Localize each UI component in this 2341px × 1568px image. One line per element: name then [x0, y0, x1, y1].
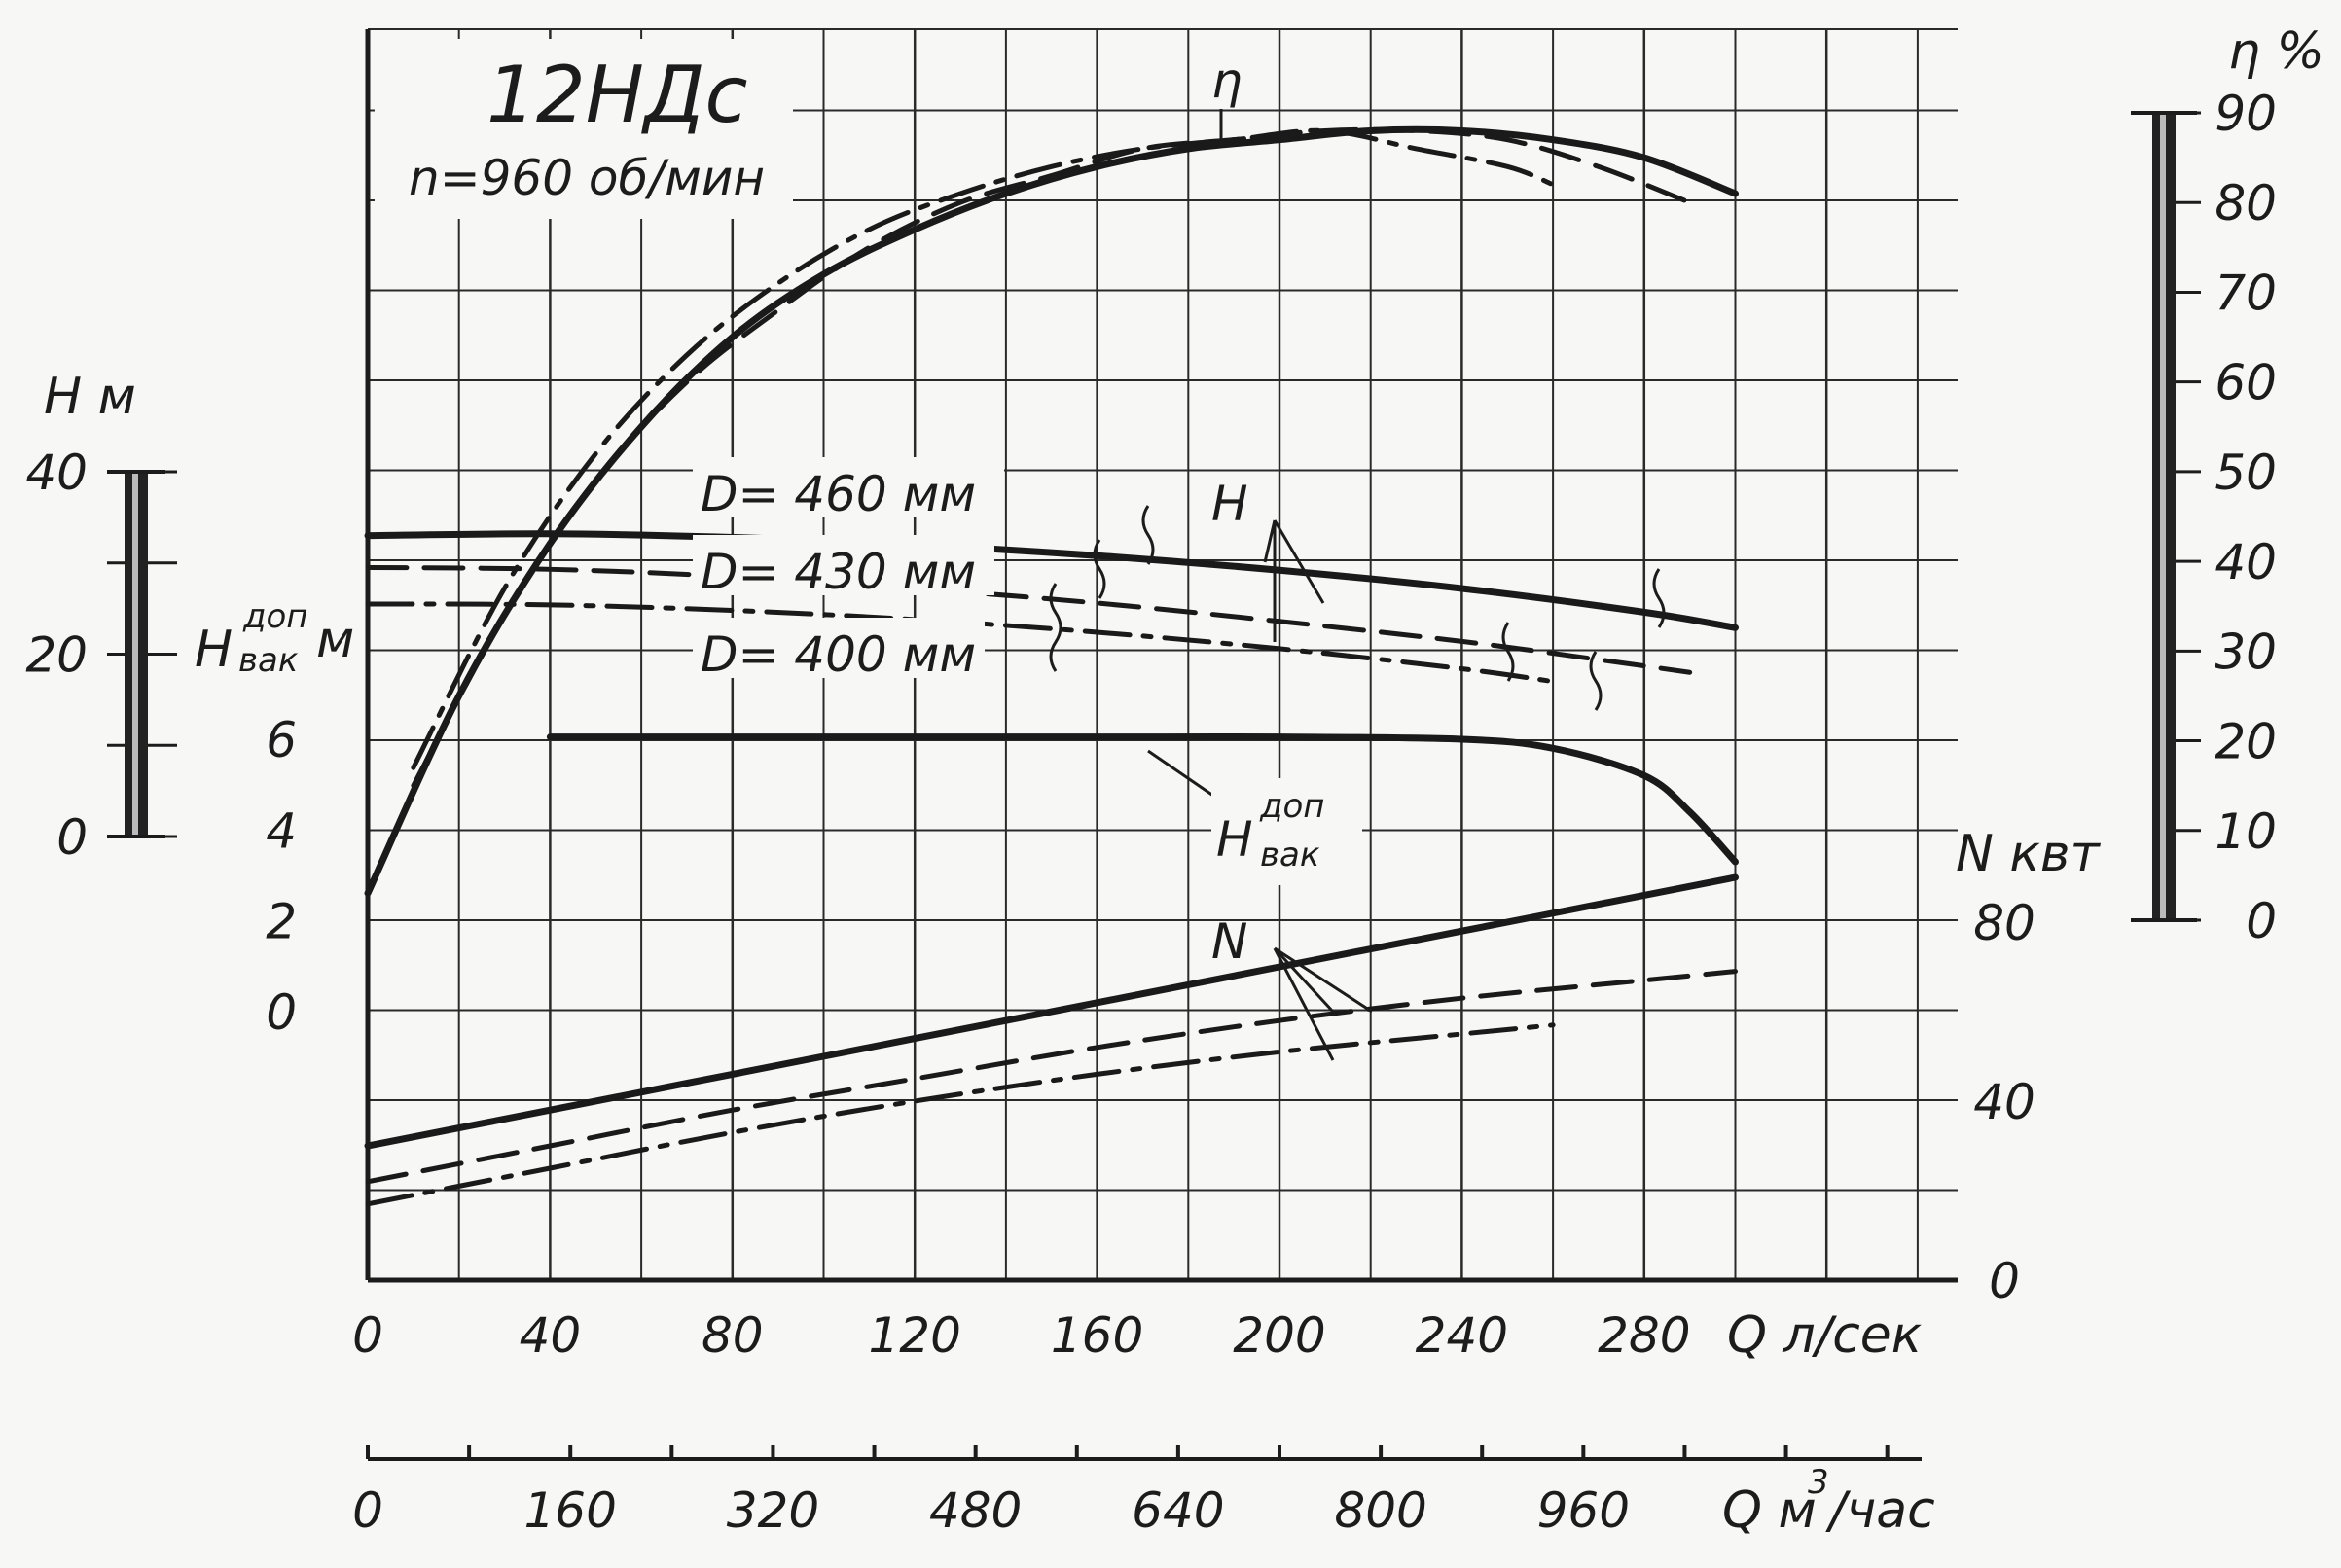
head-scale-bar-highlight [132, 472, 138, 837]
efficiency-tick-label: 20 [2215, 714, 2277, 770]
brace-1 [1093, 539, 1106, 599]
x2-axis-label-sup: 3 [1808, 1463, 1829, 1502]
vac-curve-label: Н [1216, 811, 1253, 868]
power-tick-label: 0 [1989, 1253, 2020, 1309]
x-tick-label: 120 [868, 1307, 960, 1364]
x2-axis-label: Q м [1722, 1481, 1817, 1540]
chart-series [364, 125, 1739, 1207]
head-curve-label: Н [1211, 476, 1248, 532]
vac-curve-label-sub: вак [1260, 836, 1320, 874]
chart-title: 12НДс [486, 50, 747, 140]
d460-label-bg [693, 457, 1004, 517]
x-tick-label: 80 [702, 1307, 764, 1364]
power-tick-label: 80 [1973, 895, 2035, 951]
series-head-solid-3 [364, 530, 1739, 631]
vac-tick-label: 4 [266, 802, 297, 859]
title-box [375, 39, 793, 219]
series-power-dashdot-9 [365, 1022, 1556, 1207]
power-axis-label: N квт [1956, 825, 2101, 883]
brace-6 [1652, 568, 1666, 628]
head-tick-label: 40 [25, 445, 88, 501]
series-eff-solid-0 [364, 125, 1739, 897]
brace-2 [1141, 505, 1155, 565]
h-leader-3 [1263, 519, 1277, 563]
x-tick-label: 0 [352, 1307, 383, 1364]
efficiency-tick-label: 30 [2215, 624, 2277, 680]
power-curve-label: N [1211, 913, 1247, 970]
vac-axis-label: Н [195, 621, 233, 679]
vac-axis-tick-labels: 6 4 2 0 [266, 712, 297, 1041]
d430-label-bg [693, 535, 994, 595]
head-axis-label: Н м [44, 368, 136, 426]
vac-tick-label: 6 [266, 712, 297, 768]
n-leader-3 [1273, 946, 1335, 1014]
x-tick-label: 160 [1051, 1307, 1143, 1364]
n-leader-2 [1273, 947, 1335, 1061]
efficiency-scale-bar-highlight [2160, 113, 2166, 920]
efficiency-tick-label: 40 [2215, 534, 2277, 590]
vac-axis-label-sup: доп [242, 597, 308, 636]
series-head-dash-4 [365, 564, 1693, 675]
power-axis-tick-labels: 80 40 0 [1973, 895, 2035, 1309]
x-tick-label: 40 [520, 1307, 582, 1364]
h-leader-1 [1273, 519, 1325, 604]
d460-label: D= 460 мм [701, 466, 976, 522]
vac-tick-label: 0 [266, 984, 297, 1041]
efficiency-axis-ticks [2176, 111, 2201, 922]
brace-3 [1049, 583, 1062, 672]
chart-subtitle: n=960 об/мин [409, 150, 765, 206]
vac-curve-label-sup: доп [1259, 787, 1325, 826]
x2-axis-tick-labels: 0 160 320 480 640 800 960 [352, 1482, 1630, 1539]
series-power-dash-8 [365, 969, 1738, 1185]
x2-tick-label: 320 [727, 1482, 819, 1539]
x-axis-tick-labels: 0 40 80 120 160 200 240 280 [352, 1307, 1690, 1364]
head-axis-tick-labels: 40 20 0 [25, 445, 88, 866]
x2-tick-label: 960 [1537, 1482, 1630, 1539]
vac-label-bg [1211, 778, 1362, 885]
series-eff-dashdot-2 [411, 127, 1556, 770]
x2-axis-label-tail: /час [1825, 1481, 1935, 1540]
series-vac-solid-6 [546, 732, 1739, 866]
series-eff-dash-1 [411, 126, 1693, 789]
n-leader-1 [1274, 946, 1373, 1014]
d430-label: D= 430 мм [701, 544, 976, 600]
efficiency-tick-label: 60 [2215, 355, 2277, 411]
leader-lines [1049, 109, 1666, 1061]
vac-tick-label: 2 [266, 894, 297, 950]
efficiency-tick-label: 0 [2246, 893, 2277, 949]
head-axis-ticks [107, 470, 177, 838]
efficiency-tick-label: 70 [2215, 265, 2277, 321]
x-axis-label: Q л/сек [1727, 1306, 1923, 1365]
x-tick-label: 200 [1233, 1307, 1325, 1364]
x2-tick-label: 480 [929, 1482, 1022, 1539]
x2-axis-ticks [366, 1445, 1890, 1459]
series-power-solid-7 [364, 873, 1739, 1150]
vac-axis-label-sub: вак [238, 641, 299, 680]
efficiency-tick-label: 10 [2215, 803, 2277, 860]
d400-label: D= 400 мм [701, 626, 976, 683]
x2-tick-label: 640 [1132, 1482, 1224, 1539]
power-tick-label: 40 [1973, 1074, 2035, 1130]
efficiency-tick-label: 50 [2215, 445, 2277, 501]
x2-tick-label: 160 [524, 1482, 617, 1539]
eta-curve-label: η [1211, 53, 1243, 109]
x2-tick-label: 800 [1334, 1482, 1426, 1539]
brace-5 [1589, 651, 1603, 711]
x-tick-label: 280 [1598, 1307, 1690, 1364]
x-tick-label: 240 [1416, 1307, 1508, 1364]
x2-tick-label: 0 [352, 1482, 383, 1539]
brace-4 [1501, 622, 1515, 682]
efficiency-tick-label: 80 [2215, 175, 2277, 232]
series-head-dashdot-5 [365, 601, 1556, 685]
efficiency-axis-label: η % [2228, 22, 2324, 81]
vac-axis-label-unit: м [316, 611, 354, 669]
efficiency-axis-tick-labels: 90 80 70 60 50 40 30 20 10 0 [2215, 86, 2277, 949]
head-tick-label: 0 [56, 809, 88, 866]
head-tick-label: 20 [25, 627, 88, 684]
vac-leader [1147, 749, 1217, 800]
efficiency-tick-label: 90 [2215, 86, 2277, 142]
d400-label-bg [693, 618, 985, 678]
